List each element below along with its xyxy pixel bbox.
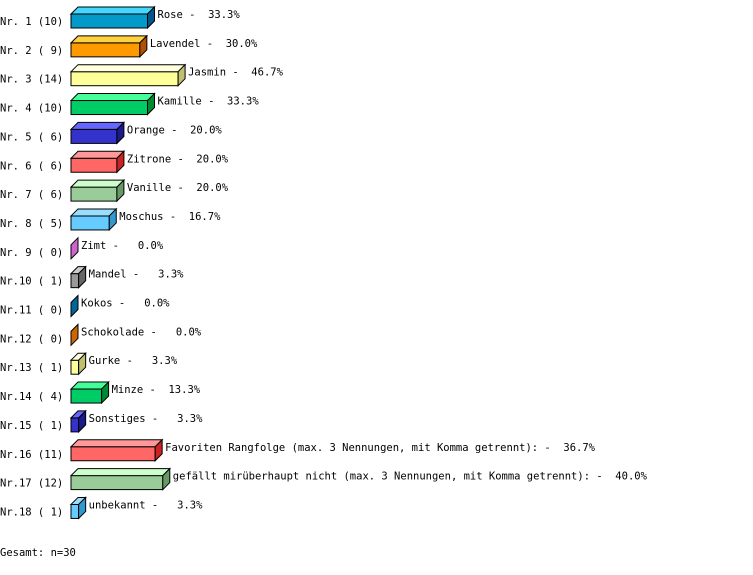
- bar-top: [69, 150, 126, 159]
- bar-top: [69, 208, 118, 217]
- bar-front: [70, 446, 156, 462]
- bar-side: [70, 236, 79, 261]
- data-label: Minze - 13.3%: [112, 384, 201, 396]
- bar-top: [69, 64, 187, 73]
- bar-top: [69, 35, 149, 44]
- data-label: Zitrone - 20.0%: [127, 153, 229, 165]
- data-label: Gurke - 3.3%: [89, 355, 178, 367]
- bar-side: [78, 496, 87, 520]
- bar-front: [70, 215, 110, 231]
- data-label: Schokolade - 0.0%: [81, 326, 202, 338]
- category-label: Nr.15 ( 1): [0, 420, 63, 432]
- category-label: Nr. 5 ( 6): [0, 131, 63, 143]
- bar-side: [154, 438, 163, 462]
- data-label: Orange - 20.0%: [127, 124, 223, 136]
- category-label: Nr.16 (11): [0, 449, 63, 461]
- category-label: Nr.18 ( 1): [0, 506, 63, 518]
- data-label: Mandel - 3.3%: [89, 269, 185, 281]
- bar-top: [69, 179, 126, 188]
- data-label: Lavendel - 30.0%: [150, 38, 258, 50]
- bar-side: [78, 351, 87, 376]
- data-label: Sonstiges - 3.3%: [89, 413, 203, 425]
- bar-side: [116, 121, 125, 145]
- data-label: Vanille - 20.0%: [127, 182, 229, 194]
- bar-front: [70, 388, 103, 404]
- bar-side: [139, 34, 148, 59]
- category-label: Nr. 9 ( 0): [0, 247, 63, 259]
- data-label: Kamille - 33.3%: [158, 96, 260, 108]
- total-label: Gesamt: n=30: [0, 547, 76, 559]
- category-label: Nr. 6 ( 6): [0, 160, 63, 172]
- category-label: Nr. 1 (10): [0, 16, 63, 28]
- bar-front: [70, 71, 179, 87]
- data-label: Zimt - 0.0%: [81, 240, 164, 252]
- bar-side: [116, 150, 125, 174]
- bar-top: [69, 6, 156, 15]
- bar-side: [177, 63, 186, 87]
- category-label: Nr.14 ( 4): [0, 391, 63, 403]
- bar-front: [70, 359, 80, 375]
- data-label: unbekannt - 3.3%: [89, 499, 203, 511]
- category-label: Nr. 4 (10): [0, 103, 63, 115]
- bar-front: [70, 475, 164, 491]
- bar-side: [70, 294, 79, 318]
- bar-side: [162, 467, 171, 491]
- category-label: Nr. 3 (14): [0, 74, 63, 86]
- bar-front: [70, 13, 148, 29]
- bar-front: [70, 273, 80, 289]
- bar-side: [116, 178, 125, 203]
- bar-side: [78, 409, 87, 434]
- bar-top: [69, 121, 126, 130]
- data-label: Rose - 33.3%: [158, 9, 241, 21]
- bar-front: [70, 100, 148, 116]
- bar-side: [101, 380, 110, 405]
- data-label: gefällt mirüberhaupt nicht (max. 3 Nennu…: [173, 471, 648, 483]
- category-label: Nr.12 ( 0): [0, 333, 63, 345]
- bar-top: [69, 439, 164, 448]
- category-label: Nr. 2 ( 9): [0, 45, 63, 57]
- bar-front: [70, 503, 80, 519]
- bar-top: [69, 468, 172, 477]
- bar-side: [78, 265, 87, 289]
- data-label: Favoriten Rangfolge (max. 3 Nennungen, m…: [165, 442, 596, 454]
- category-label: Nr. 8 ( 5): [0, 218, 63, 230]
- data-label: Moschus - 16.7%: [119, 211, 221, 223]
- bar-front: [70, 42, 141, 58]
- bar-side: [147, 5, 155, 30]
- bar-side: [70, 323, 79, 347]
- category-label: Nr.10 ( 1): [0, 276, 63, 288]
- bar-front: [70, 417, 80, 433]
- bar-front: [70, 157, 118, 173]
- data-label: Jasmin - 46.7%: [188, 67, 284, 79]
- bar-front: [70, 128, 118, 144]
- category-label: Nr.17 (12): [0, 478, 63, 490]
- data-label: Kokos - 0.0%: [81, 298, 170, 310]
- category-label: Nr.13 ( 1): [0, 362, 63, 374]
- bar-side: [147, 92, 155, 116]
- category-label: Nr. 7 ( 6): [0, 189, 63, 201]
- bar-front: [70, 186, 118, 202]
- bar-side: [108, 207, 117, 232]
- bar-top: [69, 93, 156, 102]
- category-label: Nr.11 ( 0): [0, 305, 63, 317]
